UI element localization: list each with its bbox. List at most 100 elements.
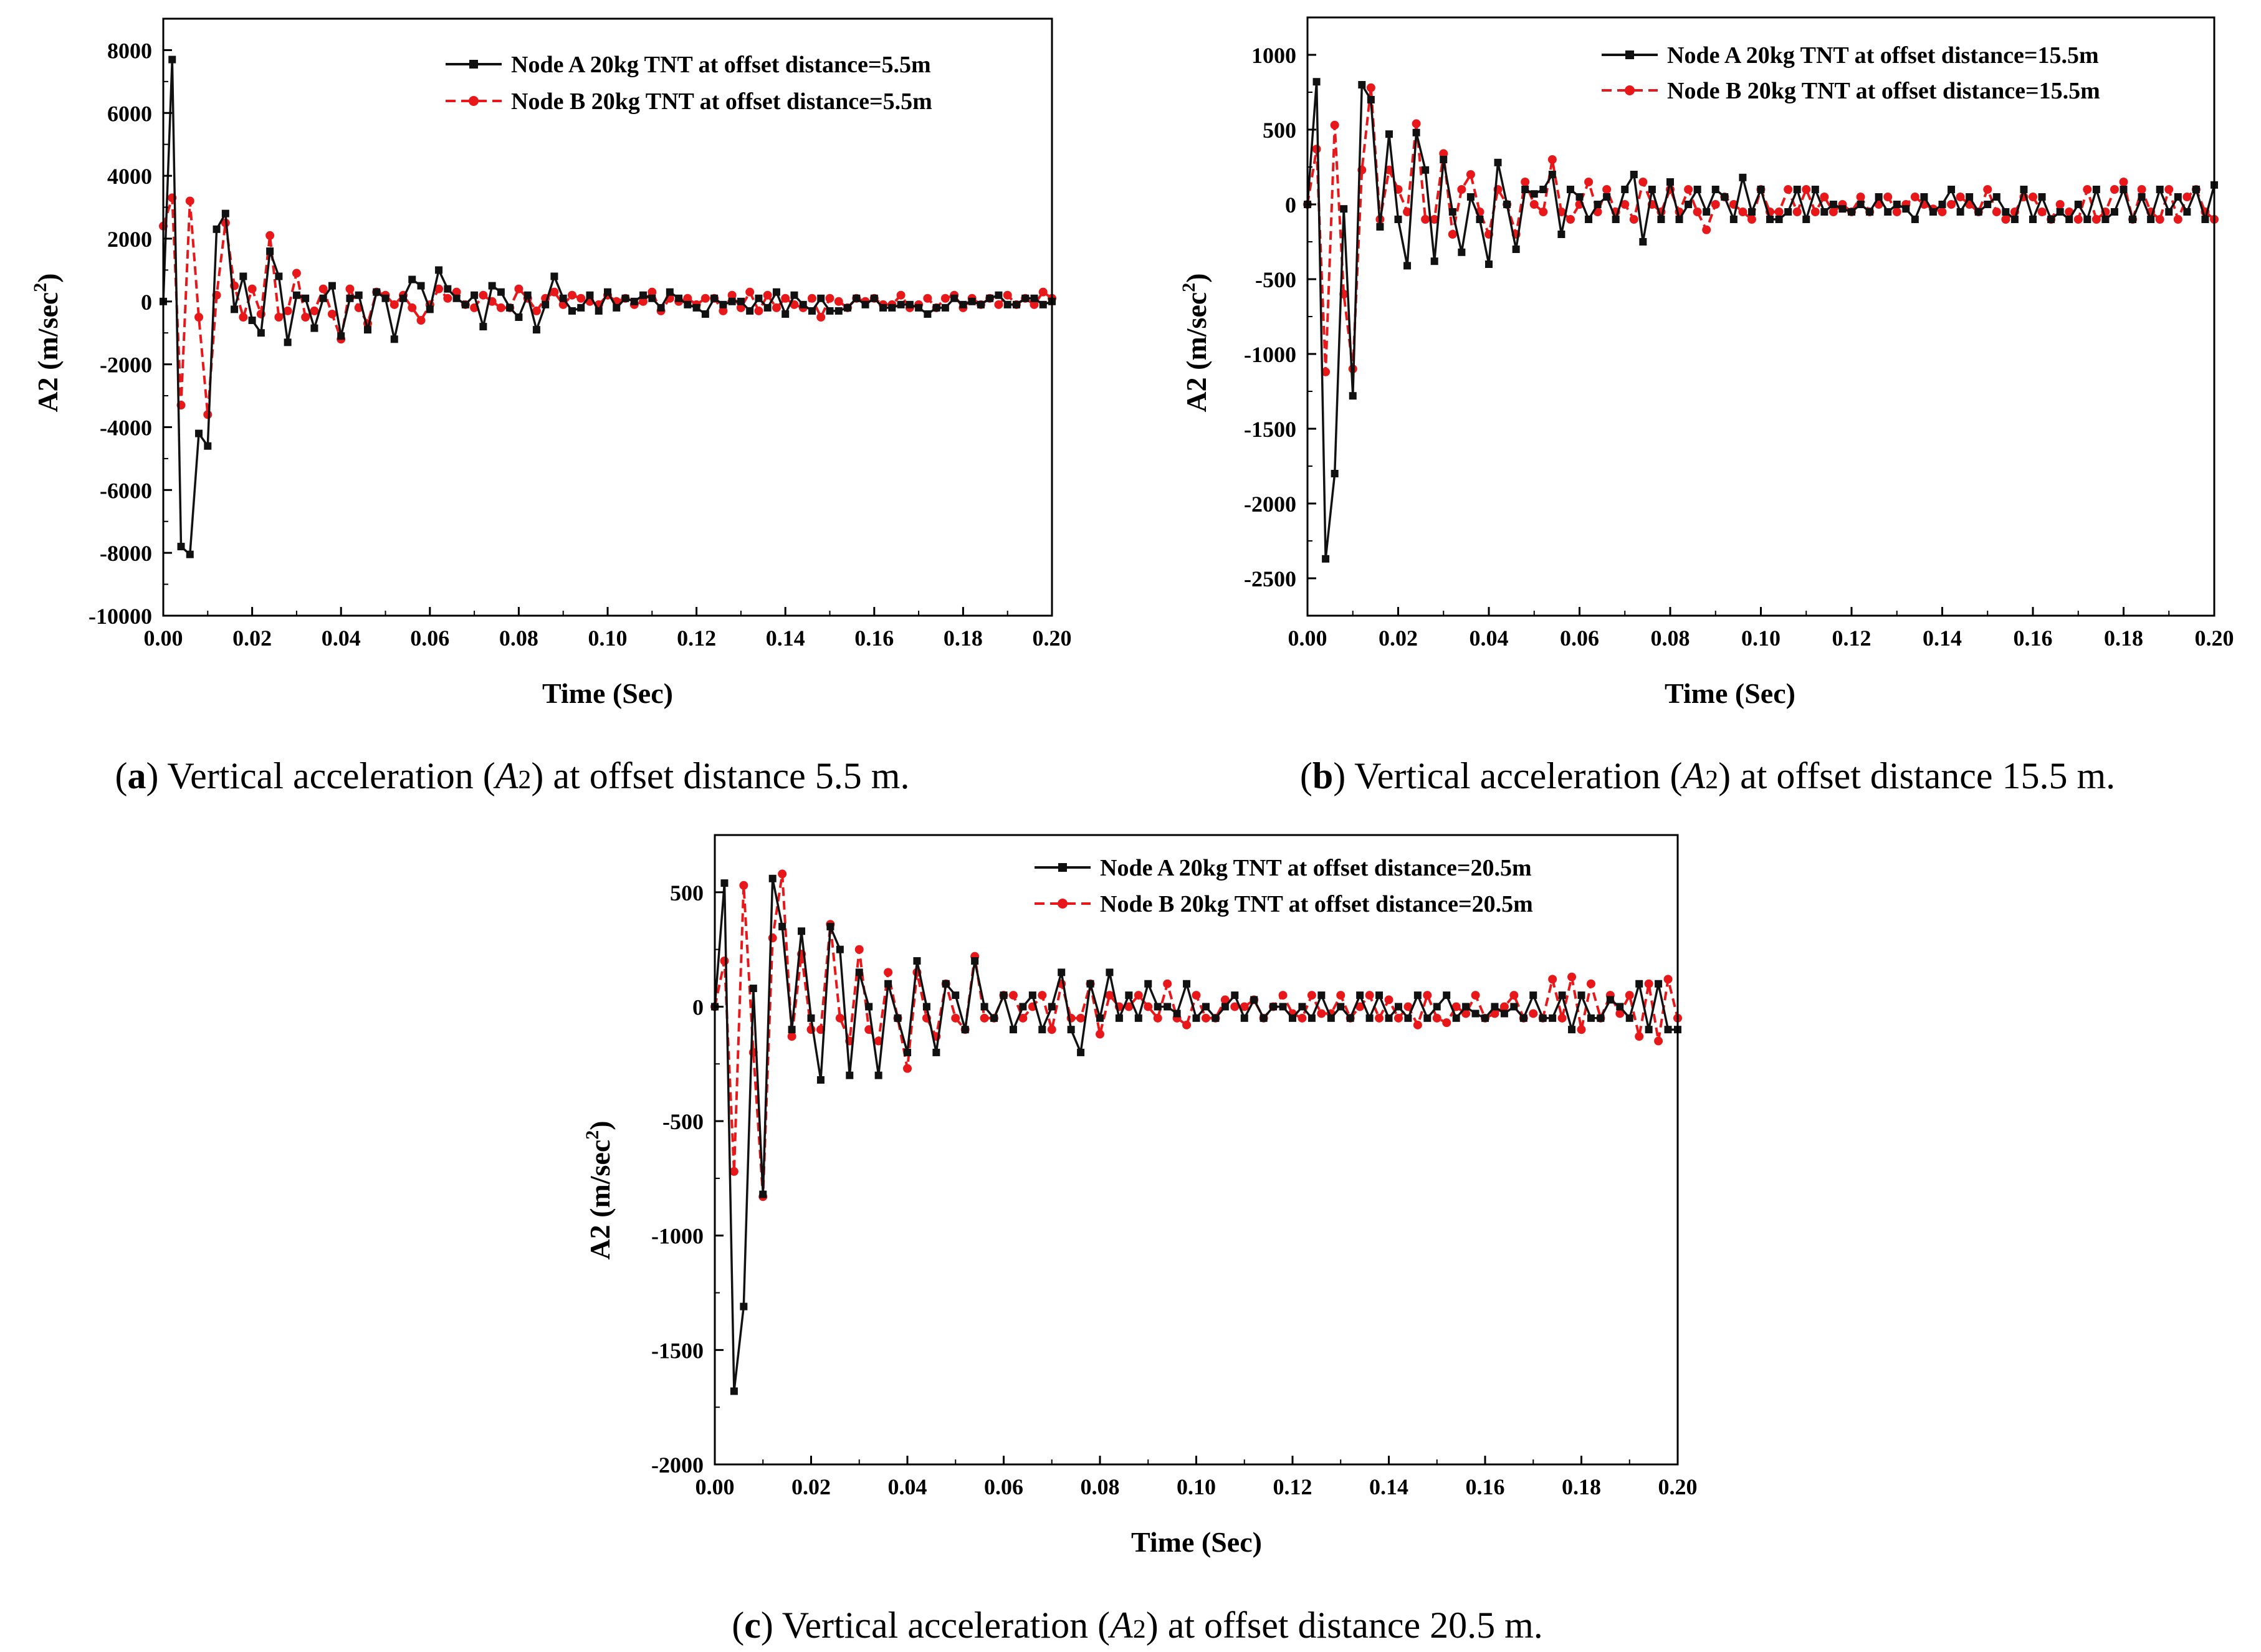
legend-box — [628, 45, 1027, 120]
data-point-node-b — [896, 290, 906, 300]
data-point-node-a — [768, 874, 777, 882]
data-point-node-a — [195, 429, 203, 437]
data-point-node-a — [817, 294, 825, 302]
data-point-node-a — [2038, 193, 2046, 201]
data-point-node-a — [2165, 208, 2173, 216]
data-point-node-a — [1452, 1014, 1460, 1022]
data-point-node-a — [1346, 1014, 1354, 1022]
x-tick-label: 0.04 — [1470, 626, 1509, 651]
data-point-node-b — [1457, 185, 1466, 194]
data-point-node-a — [1664, 1026, 1672, 1034]
data-point-node-b — [834, 297, 843, 306]
data-point-node-a — [1375, 991, 1384, 1000]
data-point-node-a — [1500, 1010, 1508, 1018]
data-point-node-a — [1757, 186, 1765, 193]
data-point-node-a — [1721, 193, 1729, 201]
data-point-node-b — [1644, 979, 1653, 988]
data-point-node-a — [2020, 186, 2028, 193]
data-point-node-b — [2083, 185, 2092, 194]
data-point-node-a — [523, 291, 532, 299]
data-point-node-b — [1192, 991, 1201, 1000]
y-tick-label: 2000 — [107, 227, 152, 252]
data-point-node-a — [826, 922, 834, 930]
data-point-node-a — [1549, 1014, 1557, 1022]
x-tick-label: 0.00 — [1288, 626, 1327, 651]
x-tick-label: 0.12 — [1832, 626, 1871, 651]
data-point-node-a — [1503, 201, 1511, 208]
data-point-node-a — [1403, 262, 1412, 270]
data-point-node-b — [1471, 991, 1480, 1000]
plot-area — [159, 55, 1056, 558]
data-point-node-a — [1875, 193, 1883, 201]
series-line-node-b — [714, 872, 1679, 1198]
x-tick-label: 0.20 — [2195, 626, 2234, 651]
data-point-node-a — [870, 294, 878, 302]
data-point-node-a — [2056, 208, 2064, 216]
data-point-node-a — [968, 297, 976, 305]
data-point-node-a — [853, 294, 861, 302]
data-point-node-a — [1458, 248, 1466, 256]
x-tick-label: 0.14 — [766, 626, 805, 651]
data-point-node-b — [1557, 1013, 1567, 1023]
data-point-node-a — [836, 945, 844, 953]
data-point-node-a — [1250, 996, 1258, 1004]
y-tick-label: -2000 — [651, 1453, 704, 1478]
data-point-node-b — [1693, 208, 1702, 216]
data-point-node-a — [1000, 991, 1008, 1000]
data-point-node-b — [274, 313, 284, 322]
data-point-node-b — [1577, 1025, 1586, 1034]
data-point-node-a — [865, 1003, 873, 1011]
data-point-node-a — [1058, 968, 1066, 976]
data-point-node-a — [1948, 186, 1956, 193]
data-point-node-b — [1182, 1020, 1192, 1029]
data-point-node-a — [1154, 1003, 1162, 1011]
data-point-node-a — [2129, 216, 2137, 223]
data-point-node-a — [915, 303, 923, 312]
data-point-node-a — [337, 332, 345, 340]
data-point-node-b — [1038, 991, 1047, 1000]
data-point-node-a — [275, 272, 283, 280]
data-point-node-a — [772, 288, 780, 296]
data-point-node-a — [177, 543, 185, 551]
data-point-node-a — [1337, 1003, 1345, 1011]
data-point-node-a — [2029, 216, 2037, 223]
data-point-node-b — [1365, 991, 1374, 1000]
data-point-node-b — [648, 287, 657, 297]
legend-entry-node-a: Node A 20kg TNT at offset distance=20.5m — [1035, 855, 1532, 881]
data-point-node-b — [514, 284, 523, 294]
data-point-node-b — [980, 1013, 989, 1023]
data-point-node-b — [408, 303, 417, 312]
data-point-node-b — [994, 300, 1003, 309]
data-point-node-b — [1738, 208, 1747, 216]
data-point-node-a — [740, 1302, 748, 1311]
data-point-node-a — [759, 1190, 767, 1198]
data-point-node-b — [2119, 178, 2128, 186]
data-point-node-b — [1548, 975, 1557, 984]
data-point-node-b — [772, 303, 781, 312]
data-point-node-a — [168, 55, 176, 64]
legend-label-node-a: Node A 20kg TNT at offset distance=5.5m — [511, 52, 931, 78]
y-tick-label: 0 — [1285, 193, 1296, 217]
data-point-node-a — [1530, 190, 1538, 198]
x-tick-label: 0.18 — [2104, 626, 2143, 651]
data-point-node-a — [1606, 996, 1614, 1004]
data-point-node-a — [1558, 991, 1566, 1000]
data-point-node-a — [1327, 1014, 1335, 1022]
y-tick-label: 500 — [1263, 118, 1296, 143]
data-point-node-b — [2091, 215, 2101, 224]
data-point-node-a — [1594, 201, 1602, 208]
x-tick-label: 0.18 — [1562, 1474, 1601, 1499]
data-point-node-a — [2092, 186, 2100, 193]
data-point-node-a — [1115, 1014, 1123, 1022]
data-point-node-a — [1884, 208, 1892, 216]
y-tick-label: -1000 — [651, 1224, 704, 1249]
data-point-node-b — [778, 869, 787, 879]
data-point-node-a — [346, 294, 354, 302]
data-point-node-a — [1466, 193, 1475, 201]
data-point-node-b — [1421, 215, 1430, 224]
data-point-node-a — [1866, 208, 1874, 216]
x-tick-label: 0.16 — [854, 626, 894, 651]
data-point-node-b — [1711, 200, 1720, 209]
legend-entry-node-a: Node A 20kg TNT at offset distance=15.5m — [1602, 42, 2099, 69]
